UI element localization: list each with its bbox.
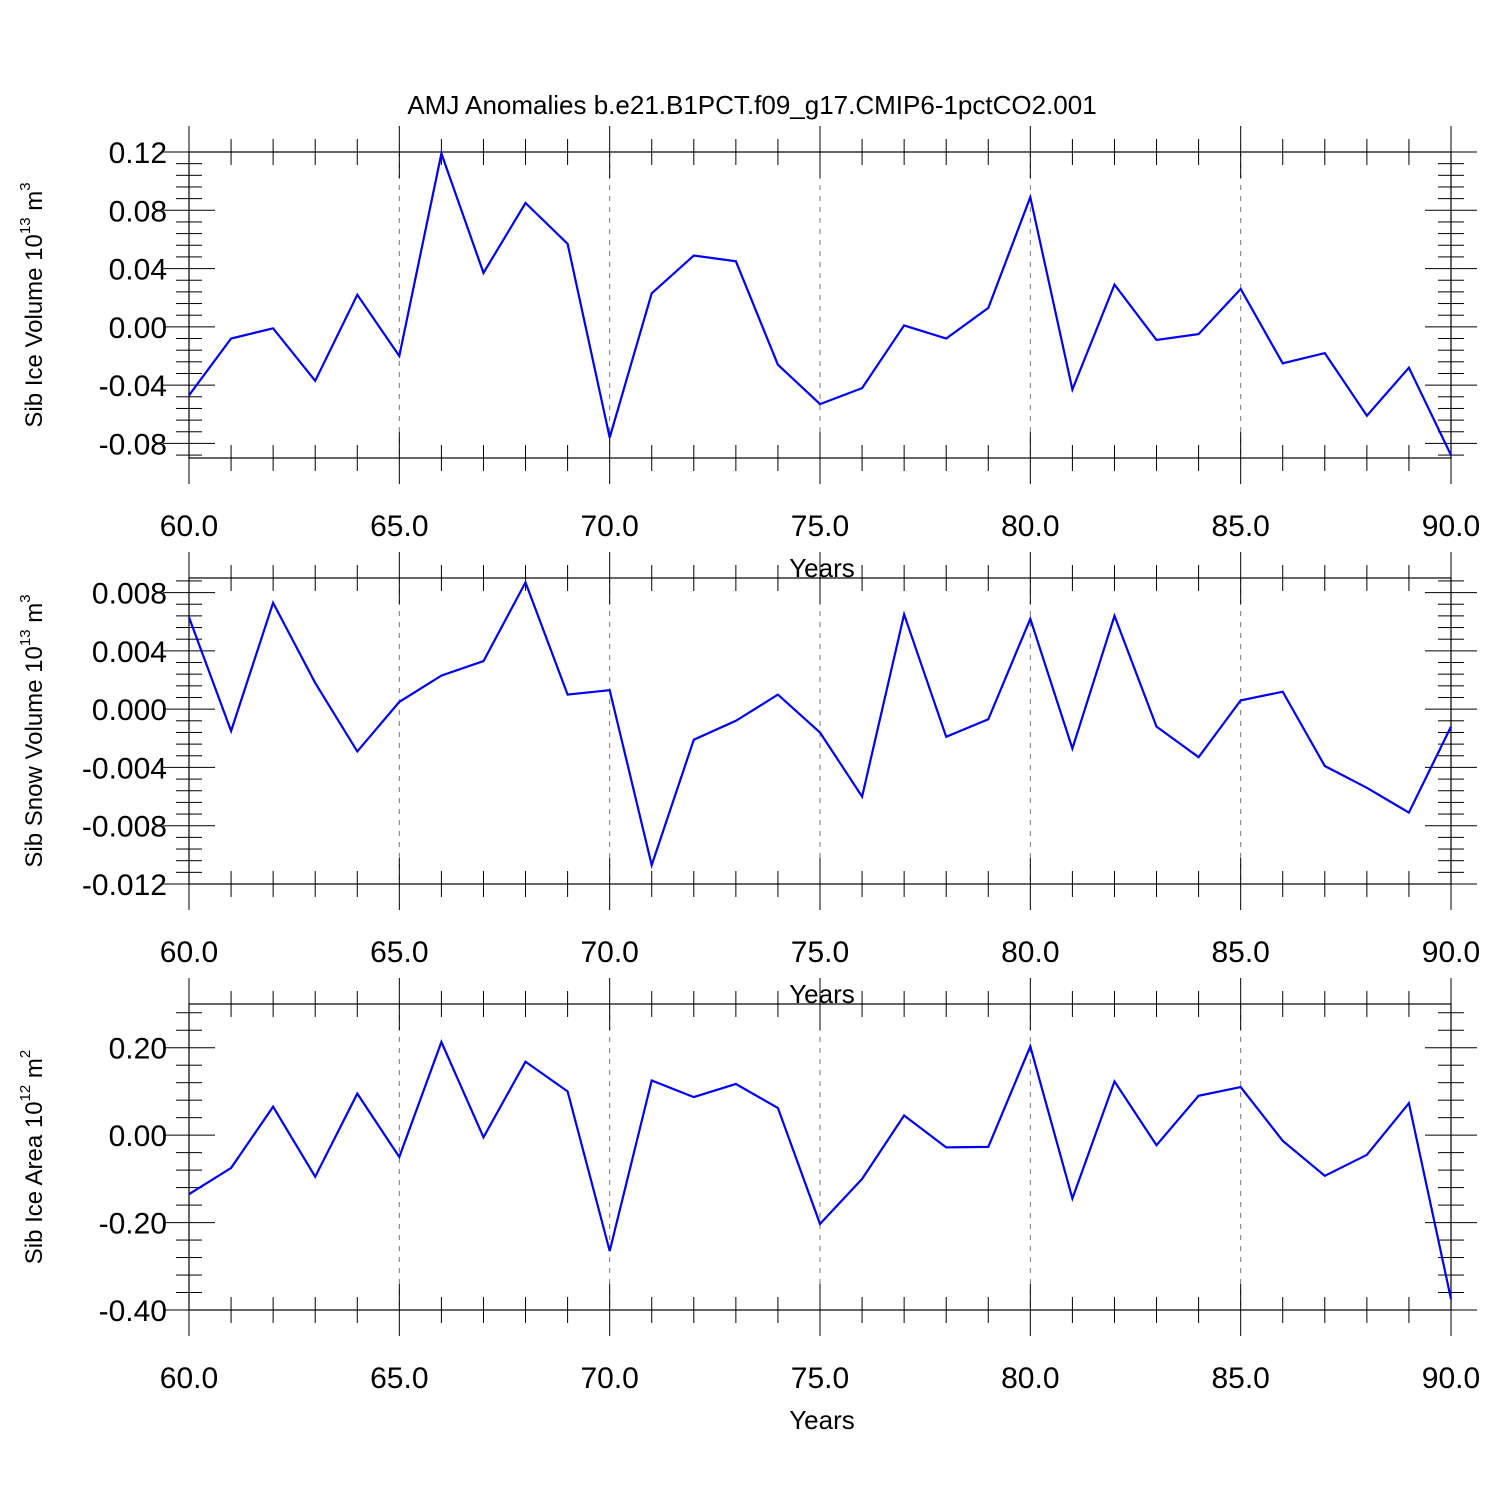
x-tick-label: 65.0 [370, 510, 428, 543]
x-tick-label: 65.0 [370, 936, 428, 969]
x-axis-label: Years [789, 1405, 855, 1435]
y-axis-label-text: Sib Ice Volume 10 [21, 234, 48, 427]
x-tick-label: 80.0 [1001, 1362, 1059, 1395]
x-tick-label: 90.0 [1422, 1362, 1480, 1395]
y-tick-label: 0.00 [109, 1120, 167, 1153]
x-tick-label: 90.0 [1422, 510, 1480, 543]
y-axis-label-text: Sib Snow Volume 10 [21, 646, 48, 867]
x-tick-label: 75.0 [791, 510, 849, 543]
y-axis-label-unit-exponent: 2 [17, 1050, 34, 1058]
y-tick-label: -0.40 [99, 1295, 167, 1328]
series-line [187, 579, 1452, 870]
x-tick-label: 75.0 [791, 936, 849, 969]
x-tick-label: 85.0 [1211, 936, 1269, 969]
y-axis-label: Sib Ice Area 1012 m2 [17, 1050, 48, 1264]
figure-title: AMJ Anomalies b.e21.B1PCT.f09_g17.CMIP6-… [407, 90, 1096, 120]
x-tick-label: 60.0 [160, 1362, 218, 1395]
x-tick-label: 85.0 [1211, 1362, 1269, 1395]
y-axis-label-unit-exponent: 3 [17, 594, 34, 602]
y-tick-label: -0.20 [99, 1208, 167, 1241]
series-line [188, 1039, 1453, 1300]
x-tick-label: 85.0 [1211, 510, 1269, 543]
y-tick-label: 0.008 [92, 578, 167, 611]
y-tick-label: -0.08 [99, 428, 167, 461]
y-axis-label-unit: m [21, 603, 48, 630]
series-line [188, 149, 1452, 456]
y-tick-label: 0.20 [109, 1033, 167, 1066]
y-tick-label: 0.004 [92, 636, 167, 669]
x-tick-label: 70.0 [580, 1362, 638, 1395]
y-tick-label: -0.04 [99, 370, 167, 403]
y-axis-label-unit-exponent: 3 [17, 182, 34, 190]
x-tick-label: 80.0 [1001, 936, 1059, 969]
x-tick-label: 80.0 [1001, 510, 1059, 543]
x-tick-label: 70.0 [580, 936, 638, 969]
x-tick-label: 60.0 [160, 936, 218, 969]
y-tick-label: -0.004 [82, 752, 167, 785]
plot-frame [188, 151, 1452, 459]
y-tick-label: 0.04 [109, 254, 167, 287]
x-tick-label: 90.0 [1422, 936, 1480, 969]
y-tick-label: -0.012 [82, 869, 167, 902]
panel-sib-ice-volume: 60.0 65.0 70.0 75.0 80.0 85.0 90.0 -0.08 -0.04 0.… [17, 126, 1480, 583]
y-axis-label-exponent: 13 [17, 217, 34, 234]
y-axis-label-unit: m [21, 1058, 48, 1085]
y-axis-label-text: Sib Ice Area 10 [21, 1101, 48, 1264]
x-tick-label: 70.0 [580, 510, 638, 543]
panel-sib-snow-volume: 60.0 65.0 70.0 75.0 80.0 85.0 90.0 -0.012 -0.008… [17, 552, 1480, 1009]
y-tick-label: -0.008 [82, 811, 167, 844]
y-axis-label-unit: m [21, 191, 48, 218]
x-tick-label: 60.0 [160, 510, 218, 543]
x-tick-label: 65.0 [370, 1362, 428, 1395]
y-tick-label: 0.08 [109, 195, 167, 228]
y-axis-label: Sib Ice Volume 1013 m3 [17, 182, 48, 427]
plot-frame [188, 577, 1452, 885]
y-axis-label: Sib Snow Volume 1013 m3 [17, 594, 48, 867]
plot-frame [188, 1003, 1452, 1311]
y-tick-label: 0.00 [109, 312, 167, 345]
y-tick-label: 0.000 [92, 694, 167, 727]
y-axis-label-exponent: 12 [17, 1085, 34, 1102]
panel-sib-ice-area: 60.0 65.0 70.0 75.0 80.0 85.0 90.0 -0.40 -0.20 0.… [17, 978, 1480, 1435]
y-axis-label-exponent: 13 [17, 629, 34, 646]
y-tick-label: 0.12 [109, 137, 167, 170]
x-tick-label: 75.0 [791, 1362, 849, 1395]
